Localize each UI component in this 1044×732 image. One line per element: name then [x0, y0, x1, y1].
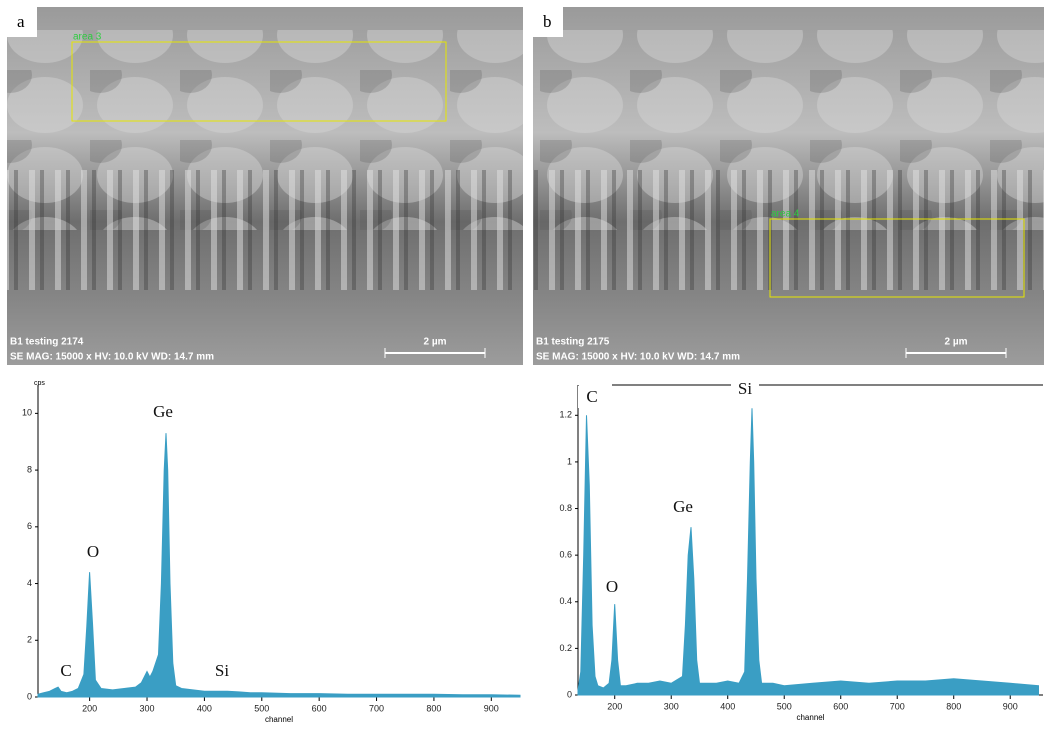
y-tick-label: 10 — [22, 408, 32, 418]
sem-texture — [533, 170, 1044, 290]
y-axis-label: cps — [34, 380, 45, 387]
peak-label: Ge — [153, 402, 173, 421]
panel-label: b — [543, 12, 552, 31]
y-tick-label: 0.2 — [559, 643, 572, 653]
x-tick-label: 600 — [833, 701, 848, 711]
spectrum — [578, 408, 1039, 695]
peak-label: O — [606, 577, 618, 596]
x-tick-label: 400 — [197, 703, 212, 713]
x-tick-label: 200 — [82, 703, 97, 713]
y-tick-label: 4 — [27, 578, 32, 588]
peak-label: C — [586, 387, 597, 406]
x-tick-label: 400 — [720, 701, 735, 711]
x-tick-label: 200 — [607, 701, 622, 711]
spectrum — [38, 433, 520, 697]
y-tick-label: 0.6 — [559, 550, 572, 560]
peak-label: Ge — [673, 497, 693, 516]
caption: SE MAG: 15000 x HV: 10.0 kV WD: 14.7 mm — [10, 352, 214, 363]
figure: a area 3 B1 testing 2174 SE MAG: 15000 x HV… — [0, 0, 1044, 727]
y-tick-label: 0 — [567, 689, 572, 699]
y-tick-label: 2 — [27, 635, 32, 645]
peak-label: Si — [738, 379, 752, 398]
caption: SE MAG: 15000 x HV: 10.0 kV WD: 14.7 mm — [536, 352, 740, 363]
x-tick-label: 700 — [369, 703, 384, 713]
x-tick-label: 900 — [1003, 701, 1018, 711]
scale-label: 2 µm — [424, 337, 447, 348]
x-tick-label: 500 — [777, 701, 792, 711]
y-tick-label: 1 — [567, 456, 572, 466]
x-tick-label: 900 — [484, 703, 499, 713]
y-tick-label: 0.8 — [559, 503, 572, 513]
x-tick-label: 500 — [254, 703, 269, 713]
sem-texture — [7, 170, 523, 290]
caption: B1 testing 2175 — [536, 337, 610, 348]
panel-label: a — [17, 12, 25, 31]
area-label: area 3 — [73, 32, 102, 43]
caption: B1 testing 2174 — [10, 337, 84, 348]
x-tick-label: 700 — [890, 701, 905, 711]
y-tick-label: 8 — [27, 464, 32, 474]
x-tick-label: 600 — [312, 703, 327, 713]
scale-label: 2 µm — [945, 337, 968, 348]
y-tick-label: 6 — [27, 521, 32, 531]
peak-label: Si — [215, 661, 229, 680]
area-label: area 4 — [771, 209, 800, 220]
y-tick-label: 0 — [27, 691, 32, 701]
x-tick-label: 300 — [140, 703, 155, 713]
y-tick-label: 1.2 — [559, 410, 572, 420]
x-tick-label: 800 — [946, 701, 961, 711]
x-axis-label: channel — [265, 715, 293, 724]
peak-label: C — [60, 661, 71, 680]
x-axis-label: channel — [796, 713, 824, 722]
x-tick-label: 300 — [664, 701, 679, 711]
y-tick-label: 0.4 — [559, 596, 572, 606]
x-tick-label: 800 — [426, 703, 441, 713]
peak-label: O — [87, 542, 99, 561]
